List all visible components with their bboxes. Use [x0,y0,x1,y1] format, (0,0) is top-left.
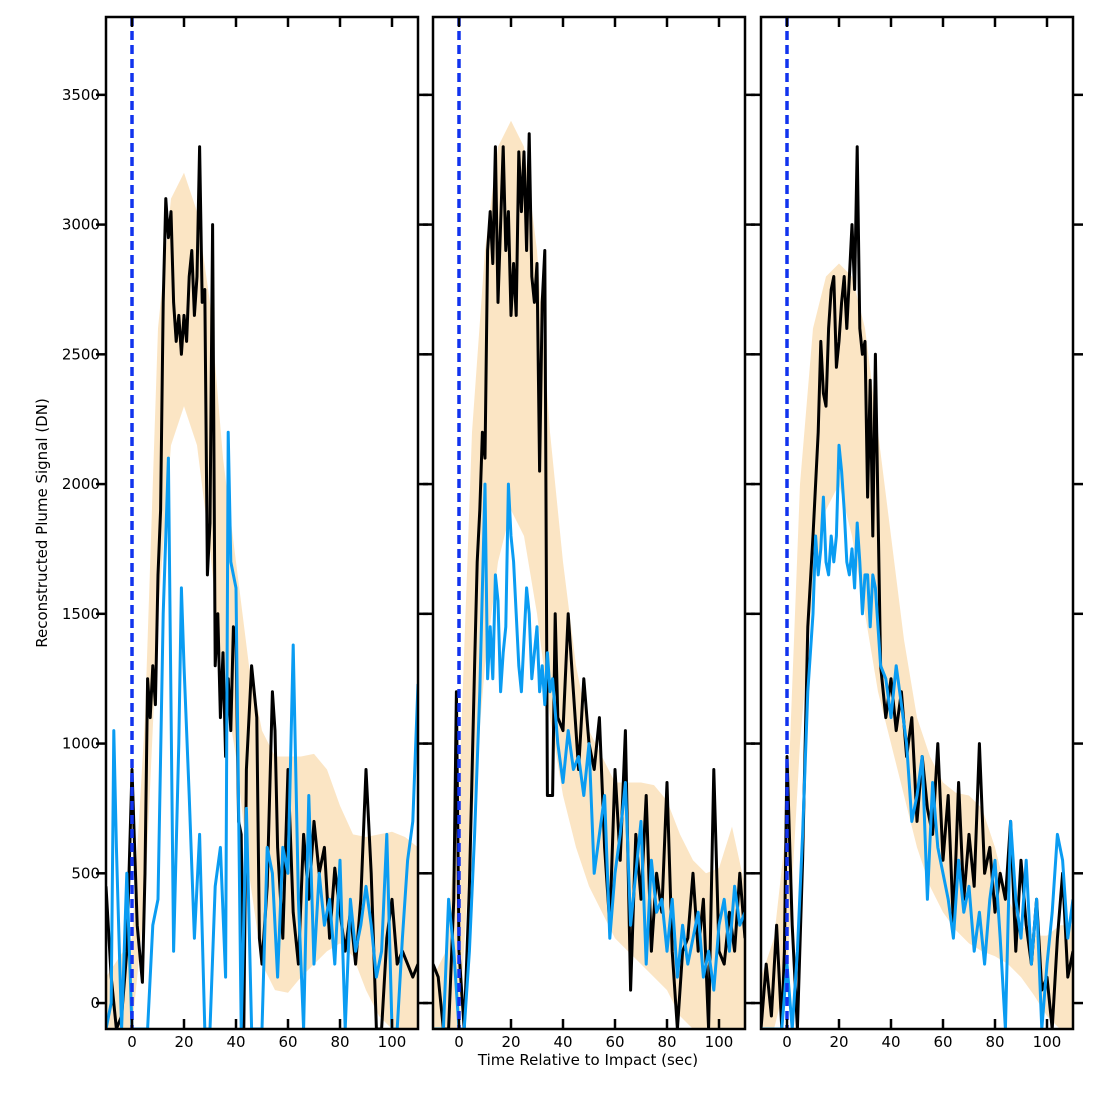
panel-1-blue-series-line [106,430,418,1029]
panel-2-x-tick-label: 100 [705,1033,734,1051]
y-tick-label: 2000 [62,475,100,493]
panel-2-plot-area [433,17,745,1029]
y-tick-label: 1000 [62,735,100,753]
panel-1-x-tick-label: 60 [278,1033,297,1051]
panel-3-x-tick-label: 40 [881,1033,900,1051]
panel-1-x-tick-label: 100 [378,1033,407,1051]
x-axis-label: Time Relative to Impact (sec) [477,1051,698,1069]
panel-3-blue-series-line [761,443,1073,1029]
panel-1-x-tick-label: 20 [174,1033,193,1051]
panel-3-x-tick-label: 0 [782,1033,792,1051]
y-tick-label: 1500 [62,605,100,623]
panel-1-x-tick-label: 0 [127,1033,137,1051]
panel-3-x-tick-label: 60 [933,1033,952,1051]
panel-2-blue-series-line [433,482,745,1029]
y-tick-label: 2500 [62,345,100,363]
panel-2-frame [431,15,747,1031]
panel-2-x-tick-label: 60 [605,1033,624,1051]
panel-1-uncertainty-band [106,172,418,1029]
panel-2-uncertainty-band [433,120,745,1029]
panel-3-frame [759,15,1075,1031]
panel-3-x-tick-label: 80 [985,1033,1004,1051]
panel-1-black-series-line [106,145,418,1029]
panel-3-plot-area [761,17,1073,1029]
y-axis-label: Reconstructed Plume Signal (DN) [33,398,51,648]
panel-2-x-tick-label: 20 [501,1033,520,1051]
panel-3-x-tick-label: 20 [829,1033,848,1051]
y-tick-label: 500 [71,864,100,882]
y-tick-label: 3500 [62,86,100,104]
panel-2-black-series-line [433,132,745,1029]
panel-1-frame [104,15,420,1031]
panel-2-x-tick-label: 0 [454,1033,464,1051]
panel-1-plot-area [106,17,418,1029]
panel-1-x-tick-label: 80 [330,1033,349,1051]
y-tick-label: 0 [90,994,100,1012]
panel-1-x-tick-label: 40 [226,1033,245,1051]
panel-3-x-tick-label: 100 [1033,1033,1062,1051]
y-tick-label: 3000 [62,216,100,234]
panel-2-x-tick-label: 40 [553,1033,572,1051]
panel-2-x-tick-label: 80 [657,1033,676,1051]
